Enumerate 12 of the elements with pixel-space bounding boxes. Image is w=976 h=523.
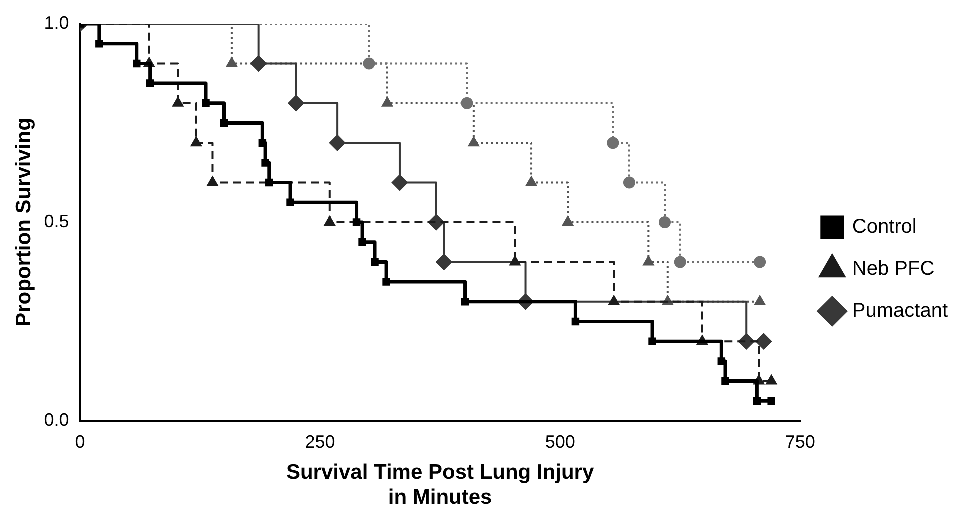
y-tick-label: 0.0	[44, 410, 70, 430]
y-tick-label: 1.0	[44, 12, 70, 33]
legend-label: Control	[852, 216, 917, 238]
legend-label: Pumactant	[852, 300, 948, 322]
y-axis-title: Proportion Surviving	[12, 118, 36, 327]
x-tick-label: 750	[785, 432, 816, 452]
x-tick-label: 500	[545, 432, 576, 452]
x-tick-label: 250	[305, 432, 336, 452]
x-axis-title: Survival Time Post Lung Injury in Minutes	[286, 460, 594, 510]
x-tick-label: 0	[75, 432, 86, 452]
y-tick-label: 0.5	[44, 211, 70, 232]
legend-label: Neb PFC	[852, 258, 935, 280]
